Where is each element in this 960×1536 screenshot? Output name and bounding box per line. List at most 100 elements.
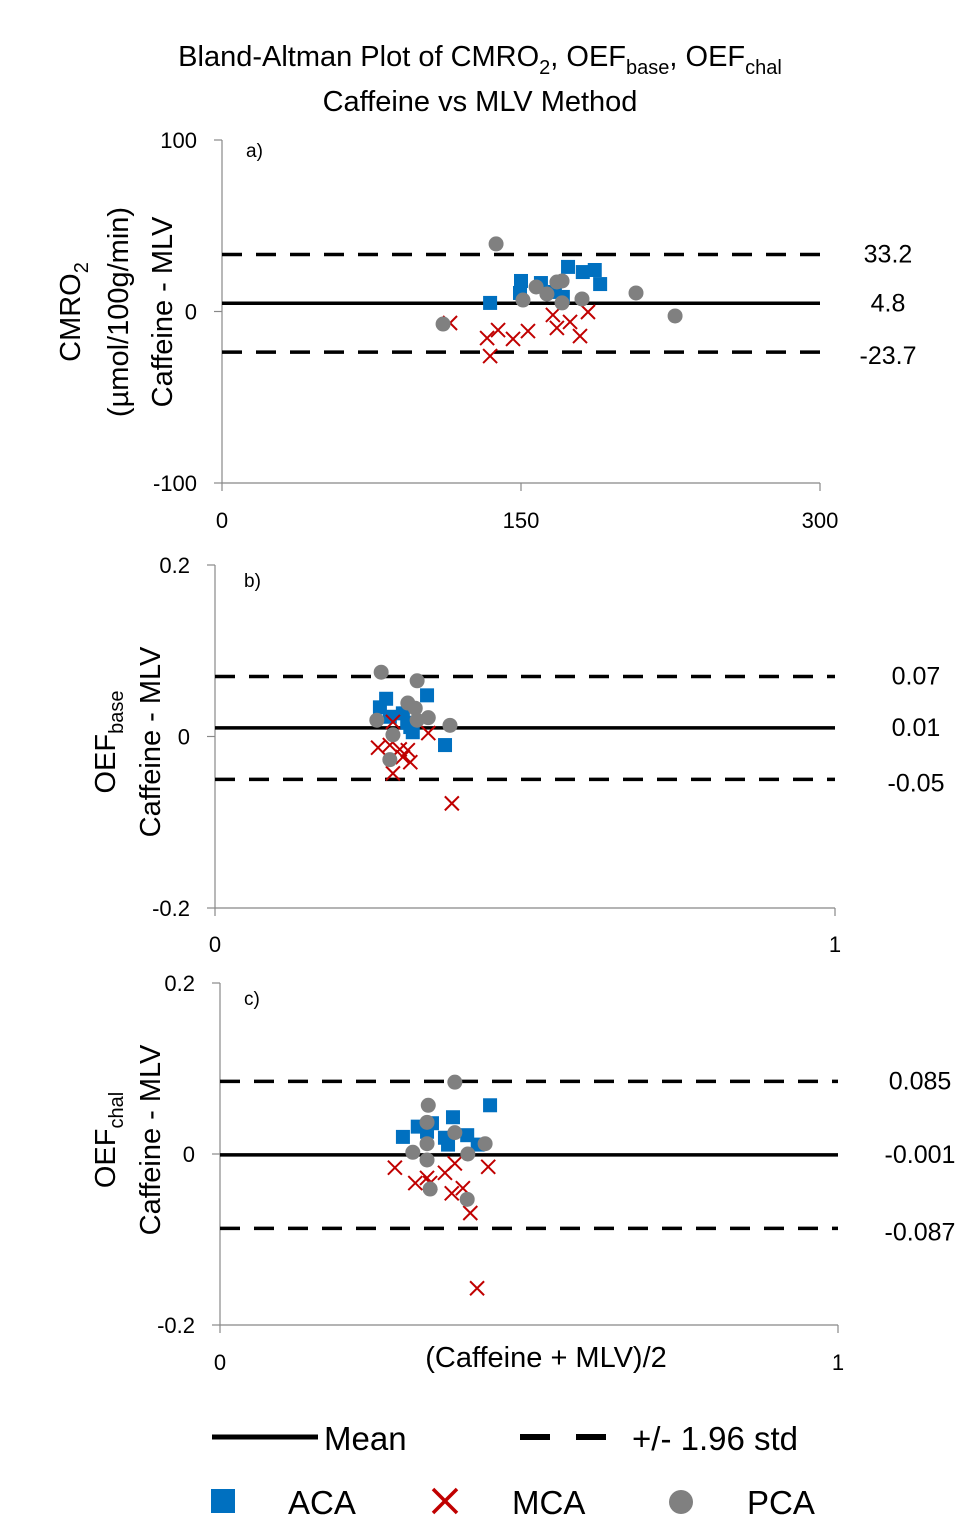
mca-point: [545, 307, 561, 323]
panel-label: c): [244, 989, 260, 1010]
mca-point-stroke: [469, 1280, 485, 1296]
x-tick-label: 1: [829, 932, 841, 957]
mca-point: [447, 1155, 463, 1172]
series-pca: [405, 1074, 493, 1207]
pca-point: [488, 236, 504, 252]
aca-point: [575, 265, 590, 280]
pca-point: [409, 673, 425, 689]
aca-point: [420, 688, 435, 703]
mca-point: [549, 320, 565, 336]
y-axis-label-part: Caffeine - MLV: [147, 216, 179, 407]
title-part: , OEF: [550, 41, 626, 73]
title-subscript: chal: [745, 57, 782, 79]
y-tick-label: -100: [153, 471, 197, 496]
panel-label: b): [244, 571, 261, 592]
legend-mca-label: MCA: [512, 1484, 585, 1521]
series-pca: [369, 664, 458, 768]
mca-point-stroke: [420, 725, 436, 741]
mca-point: [385, 765, 401, 782]
mca-point: [469, 1280, 485, 1296]
pca-point: [554, 295, 570, 311]
legend-std-label: +/- 1.96 std: [632, 1420, 798, 1457]
mca-point: [402, 754, 419, 770]
y-axis-label-part: CMRO: [55, 273, 87, 362]
mca-point-stroke: [520, 323, 536, 339]
aca-point: [445, 1110, 460, 1125]
mca-point-stroke: [482, 348, 498, 364]
pca-point: [409, 712, 425, 728]
mca-point: [444, 795, 460, 812]
pca-point: [422, 1181, 438, 1197]
upper-limit-label: 0.085: [889, 1067, 952, 1095]
aca-point: [483, 295, 498, 310]
y-axis-label-subscript: base: [106, 691, 128, 734]
pca-point: [420, 1097, 436, 1113]
mca-point-stroke: [444, 795, 460, 812]
legend: Mean +/- 1.96 std ACA MCA PCA: [211, 1420, 815, 1521]
aca-point: [395, 1129, 410, 1144]
mean-label: 0.01: [892, 714, 941, 742]
pca-point: [477, 1136, 493, 1152]
y-axis-label: Caffeine - MLV: [135, 646, 167, 837]
mca-point: [580, 304, 596, 320]
mca-point: [482, 348, 498, 364]
pca-point: [385, 727, 401, 743]
mca-point: [385, 714, 401, 730]
aca-point: [561, 259, 576, 274]
mca-point-stroke: [407, 1175, 423, 1191]
pca-point: [405, 1144, 421, 1160]
mca-point: [490, 322, 506, 338]
series-pca: [435, 236, 683, 332]
pca-point: [667, 308, 683, 324]
y-axis-label-part: OEF: [90, 1129, 122, 1189]
mca-point-stroke: [580, 304, 596, 320]
pca-point: [447, 1074, 463, 1090]
mca-point: [444, 1185, 460, 1202]
y-tick-label: 0.2: [159, 553, 190, 578]
lower-limit-label: -23.7: [860, 342, 917, 370]
mca-point: [572, 328, 588, 344]
lower-limit-label: -0.087: [885, 1218, 956, 1246]
pca-point: [574, 291, 590, 307]
mca-point: [407, 1175, 423, 1191]
mca-point: [562, 314, 578, 330]
aca-point: [460, 1128, 475, 1143]
title-subscript: 2: [539, 57, 550, 79]
aca-point: [438, 738, 453, 753]
pca-point: [442, 717, 458, 733]
mca-point-stroke: [455, 1180, 471, 1196]
pca-point: [369, 712, 385, 728]
pca-point: [628, 285, 644, 301]
legend-pca-marker: [669, 1490, 693, 1514]
y-axis-label: Caffeine - MLV: [135, 1044, 167, 1235]
pca-point: [419, 1114, 435, 1130]
pca-point: [460, 1146, 476, 1162]
y-axis-label-subscript: chal: [106, 1092, 128, 1129]
legend-mca-marker: [431, 1487, 459, 1515]
mca-point-stroke: [402, 754, 419, 770]
mca-point-stroke: [505, 331, 521, 347]
legend-aca-label: ACA: [288, 1484, 356, 1521]
panel-a: 100 0 -100 0 150 300 a) 33.2 4.8 -23.7 CMRO2 (µmol/…: [55, 128, 916, 533]
x-tick-label: 1: [832, 1350, 844, 1375]
series-mca: [387, 1155, 496, 1296]
pca-point: [382, 752, 398, 768]
mca-point: [370, 739, 386, 756]
mca-point: [387, 1159, 403, 1176]
mca-point-stroke: [545, 307, 561, 323]
chart-title-line2: Caffeine vs MLV Method: [323, 86, 638, 118]
pca-point: [528, 279, 544, 295]
mca-point-stroke: [395, 749, 411, 765]
title-part: , OEF: [669, 41, 745, 73]
pca-point: [554, 273, 570, 289]
x-tick-label: 0: [214, 1350, 226, 1375]
y-axis-label-subscript: 2: [71, 262, 93, 273]
mca-point: [395, 749, 411, 765]
pca-point: [419, 1152, 435, 1168]
y-axis-label: OEFchal: [90, 1092, 128, 1188]
y-axis-label-part: Caffeine - MLV: [135, 646, 167, 837]
y-axis-label-part: Caffeine - MLV: [135, 1044, 167, 1235]
